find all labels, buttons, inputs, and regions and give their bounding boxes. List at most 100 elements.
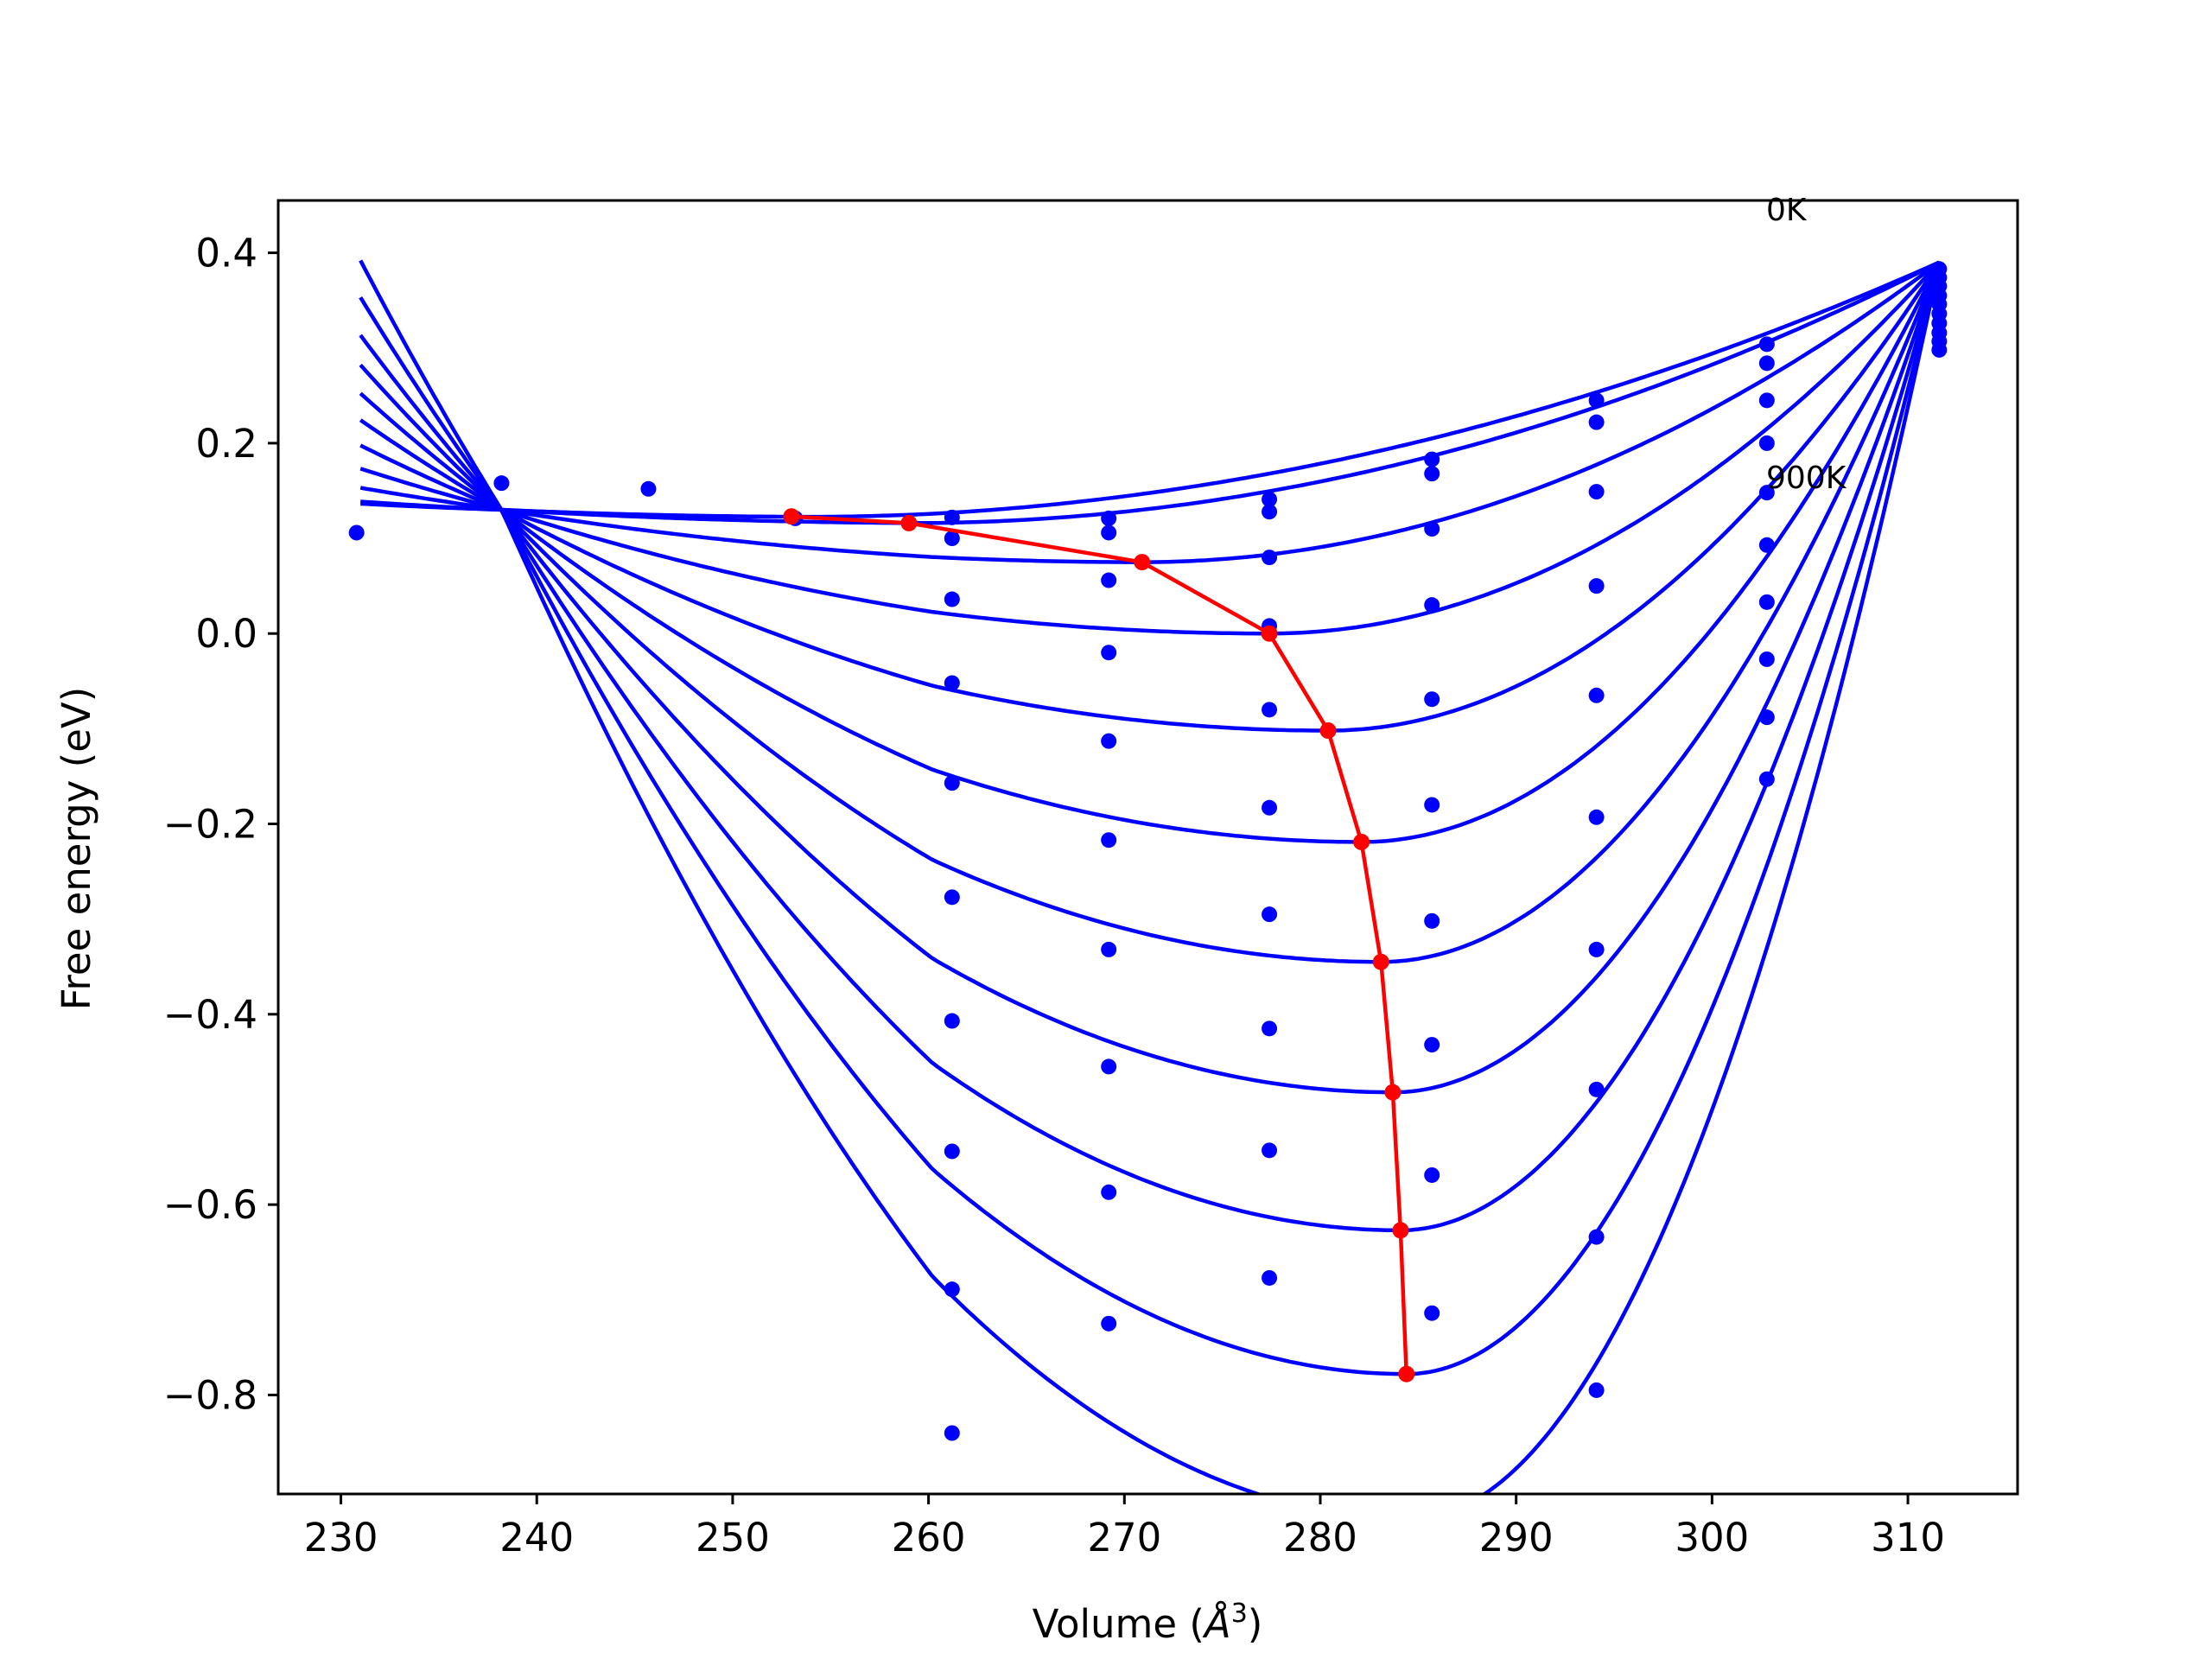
plot-area	[278, 200, 2018, 1494]
minima-point	[1384, 1084, 1402, 1101]
minima-point	[1353, 833, 1370, 850]
data-point	[1424, 1037, 1440, 1053]
x-axis-title-symbol: Å	[1202, 1601, 1231, 1647]
data-point	[1588, 414, 1605, 430]
data-point	[1101, 941, 1117, 957]
minima-point	[1261, 625, 1278, 642]
data-point	[1262, 906, 1278, 923]
data-point	[1101, 733, 1117, 749]
data-point	[944, 1143, 960, 1160]
minima-path-line	[791, 514, 1408, 1375]
data-point	[1758, 435, 1775, 451]
x-axis-title-prefix: Volume (	[1033, 1601, 1205, 1647]
data-point	[1101, 1315, 1117, 1332]
data-point	[944, 531, 960, 547]
data-point	[1588, 1081, 1605, 1097]
y-tick-label: 0.2	[195, 421, 257, 467]
data-point	[1101, 832, 1117, 849]
minima-point	[900, 514, 918, 531]
x-tick-label: 310	[1871, 1515, 1945, 1560]
data-point	[1758, 537, 1775, 553]
data-point	[944, 1013, 960, 1029]
data-point	[1424, 1305, 1440, 1321]
x-tick-label: 280	[1283, 1515, 1357, 1560]
data-point	[1424, 521, 1440, 537]
data-point	[1588, 392, 1605, 409]
data-point	[1931, 341, 1948, 358]
plot-frame	[276, 199, 2019, 1496]
data-point	[1588, 1229, 1605, 1245]
data-point	[1424, 451, 1440, 467]
y-tick-label: −0.4	[163, 992, 257, 1038]
data-point	[944, 591, 960, 607]
data-point	[1588, 809, 1605, 825]
data-point	[1101, 572, 1117, 588]
data-point	[1588, 941, 1605, 957]
data-point	[1262, 550, 1278, 566]
fit-curve-10	[359, 259, 1942, 1494]
data-point	[1101, 645, 1117, 661]
fit-curve-5	[359, 261, 1942, 844]
minima-point	[1134, 554, 1151, 571]
fit-curve-0	[360, 260, 1941, 519]
data-point	[1758, 485, 1775, 501]
x-tick-label: 300	[1675, 1515, 1749, 1560]
data-point	[1262, 1142, 1278, 1159]
data-point	[1101, 1184, 1117, 1200]
data-point	[944, 509, 960, 525]
data-point	[493, 475, 510, 492]
minima-path	[783, 508, 1415, 1382]
y-tick-label: −0.6	[163, 1182, 257, 1228]
data-point	[944, 775, 960, 791]
minima-point	[1398, 1365, 1415, 1382]
minima-point	[783, 508, 800, 525]
fit-curve-9	[359, 262, 1942, 1376]
x-axis-title-suffix: )	[1248, 1601, 1263, 1647]
data-point	[1101, 510, 1117, 526]
minima-point	[1392, 1222, 1409, 1239]
x-tick-label: 260	[892, 1515, 966, 1560]
data-point	[1758, 709, 1775, 726]
minima-point	[1319, 722, 1337, 740]
data-point	[1424, 597, 1440, 613]
data-point	[1424, 691, 1440, 708]
data-point	[1758, 392, 1775, 409]
x-tick-label: 230	[304, 1515, 378, 1560]
data-point	[1588, 687, 1605, 703]
fit-curve-6	[359, 261, 1942, 964]
data-point	[944, 675, 960, 691]
fit-curve-8	[359, 261, 1942, 1233]
y-tick-label: −0.8	[163, 1372, 257, 1418]
y-tick-label: −0.2	[163, 802, 257, 848]
data-point	[1588, 578, 1605, 594]
x-tick-label: 270	[1087, 1515, 1161, 1560]
y-axis: 0.4 0.2 0.0 −0.2 −0.4 −0.6 −0.8	[163, 231, 278, 1418]
data-point	[1758, 355, 1775, 372]
data-point	[348, 524, 365, 541]
fit-curve-1	[360, 260, 1941, 525]
fit-curve-3	[359, 261, 1941, 636]
x-tick-label: 290	[1479, 1515, 1554, 1560]
data-point	[1758, 771, 1775, 787]
fit-curve-7	[359, 261, 1942, 1095]
fit-curve-4	[359, 261, 1942, 733]
x-tick-label: 250	[696, 1515, 770, 1560]
x-axis: 230 240 250 260 270 280 290 300 310	[304, 1494, 1945, 1560]
data-point	[1262, 1020, 1278, 1037]
y-tick-label: 0.0	[195, 611, 257, 657]
data-point	[640, 480, 657, 497]
data-point	[1262, 799, 1278, 816]
annotation-0k: 0K	[1766, 193, 1808, 228]
data-point	[1424, 466, 1440, 482]
data-point	[1758, 594, 1775, 610]
data-point	[1424, 797, 1440, 813]
data-point	[1101, 1058, 1117, 1075]
data-point	[1262, 702, 1278, 718]
minima-point	[1372, 953, 1389, 970]
data-point	[1588, 1382, 1605, 1398]
data-point	[944, 889, 960, 906]
x-axis-title-exponent: 3	[1231, 1599, 1248, 1629]
data-point	[1588, 484, 1605, 500]
data-point	[1101, 524, 1117, 541]
data-point	[944, 1281, 960, 1298]
